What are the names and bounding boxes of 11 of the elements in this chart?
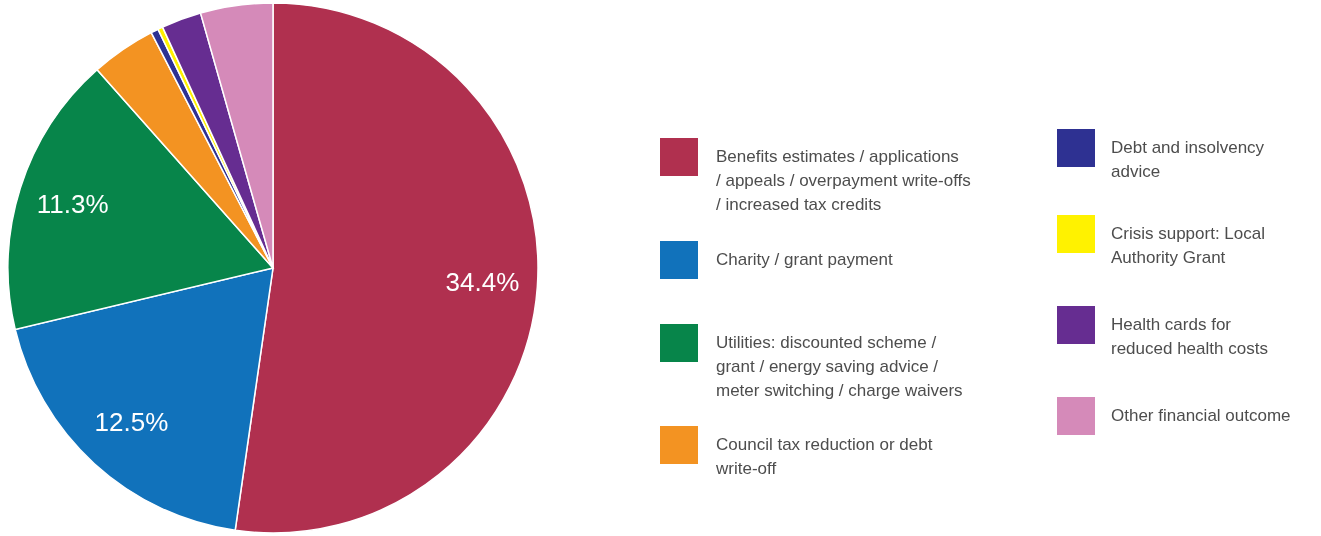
legend-label: Health cards for reduced health costs <box>1111 315 1268 358</box>
legend-label: Benefits estimates / applications / appeals / overpayment write-offs / increased tax credits <box>716 147 971 214</box>
legend-label: Other financial outcome <box>1111 406 1291 425</box>
data-label: 34.4% <box>445 267 520 298</box>
legend-label: Debt and insolvency advice <box>1111 138 1265 181</box>
legend-label: Charity / grant payment <box>716 250 893 269</box>
data-label: 12.5% <box>94 407 169 438</box>
legend-label: Utilities: discounted scheme / grant / energy saving advice / meter switching / charge waivers <box>716 333 963 400</box>
legend-label: Council tax reduction or debt write-off <box>715 435 933 478</box>
data-label: 11.3% <box>36 188 109 219</box>
legend-label: Crisis support: Local Authority Grant <box>1111 224 1266 267</box>
